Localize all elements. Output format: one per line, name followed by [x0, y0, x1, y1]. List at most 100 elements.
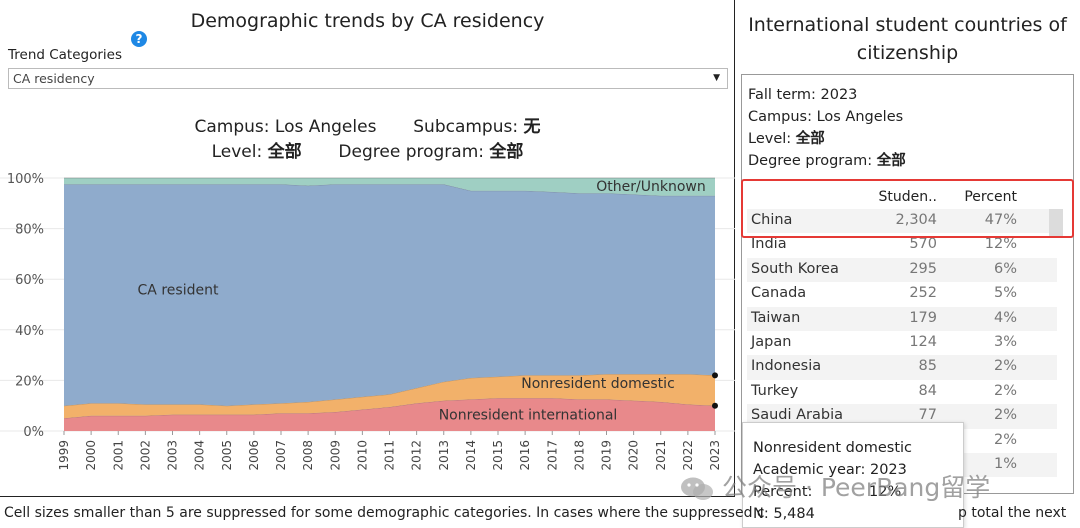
level-label: Level:: [748, 131, 792, 147]
x-tick-label: 2008: [301, 440, 315, 471]
panel-title: Demographic trends by CA residency: [190, 10, 545, 32]
percent-cell: 12%: [984, 236, 1017, 253]
column-header-students[interactable]: Studen..: [878, 189, 937, 205]
column-header-percent[interactable]: Percent: [964, 189, 1017, 205]
table-row[interactable]: 2%: [747, 429, 1057, 453]
help-icon[interactable]: ?: [131, 31, 147, 47]
percent-cell: 6%: [993, 260, 1017, 277]
x-tick-label: 2009: [328, 440, 342, 471]
panel-title: International student countries of citiz…: [748, 14, 1067, 64]
degree-program-label: Degree program:: [748, 153, 873, 169]
table-row[interactable]: India 570 12%: [747, 233, 1057, 257]
china-row-highlight: [741, 179, 1074, 238]
percent-cell: 2%: [993, 431, 1017, 448]
x-tick-label: 2015: [491, 440, 505, 471]
series-label: CA resident: [138, 282, 219, 298]
students-cell: 179: [909, 309, 937, 326]
y-tick-label: 40%: [15, 324, 44, 339]
area-other-unknown[interactable]: [64, 178, 715, 196]
x-tick-label: 2012: [410, 440, 424, 471]
campus-value: Los Angeles: [274, 117, 377, 137]
table-row[interactable]: Canada 252 5%: [747, 282, 1057, 306]
country-cell: Canada: [751, 285, 807, 302]
students-cell: 570: [909, 236, 937, 253]
table-row[interactable]: Indonesia 85 2%: [747, 355, 1057, 380]
y-tick-label: 100%: [7, 172, 44, 187]
students-cell: 295: [909, 260, 937, 277]
campus-label: Campus:: [748, 109, 812, 125]
country-cell: Turkey: [751, 382, 799, 399]
x-tick-label: 2005: [220, 440, 234, 471]
tooltip-year-label: Academic year:: [753, 462, 866, 478]
level-value: 全部: [267, 142, 302, 162]
country-cell: China: [751, 212, 793, 228]
x-tick-label: 2010: [355, 440, 369, 471]
chart-tooltip: Nonresident domestic Academic year: 2023…: [742, 422, 964, 528]
level-value: 全部: [795, 131, 825, 147]
table-row[interactable]: Taiwan 179 4%: [747, 306, 1057, 331]
level-label: Level:: [211, 142, 263, 162]
x-tick-label: 2003: [166, 440, 180, 471]
table-row[interactable]: South Korea 295 6%: [747, 257, 1057, 283]
table-row[interactable]: Turkey 84 2%: [747, 380, 1057, 404]
table-scrollbar[interactable]: [1049, 209, 1063, 237]
table-row[interactable]: China 2,304 47%: [747, 209, 1057, 234]
chart-areas[interactable]: [63, 177, 716, 431]
dropdown-selected-value: CA residency: [13, 71, 95, 86]
stacked-area-chart[interactable]: 0% 20% 40% 60% 80% 100% 1999 2000 2001 2002 2003 2…: [0, 165, 735, 475]
x-tick-label: 2014: [464, 440, 478, 471]
y-tick-label: 0%: [23, 425, 44, 440]
dropdown-arrow-icon[interactable]: ▼: [713, 73, 720, 83]
data-point-marker: [712, 402, 718, 409]
fall-term-value: 2023: [820, 87, 858, 103]
area-nonresident-domestic[interactable]: [64, 374, 715, 419]
fall-term-label: Fall term:: [748, 87, 816, 103]
series-labels: Nonresident international Nonresident dom…: [138, 179, 706, 423]
percent-cell: 2%: [993, 358, 1017, 375]
tooltip-percent-value: 12%: [869, 484, 902, 500]
country-cell: Japan: [751, 333, 792, 350]
x-tick-label: 2000: [84, 440, 98, 471]
table-row[interactable]: Japan 124 3%: [747, 331, 1057, 355]
students-cell: 84: [918, 382, 937, 399]
percent-cell: 3%: [993, 333, 1017, 350]
demographic-trends-panel: Demographic trends by CA residency ? Tre…: [0, 0, 735, 497]
percent-cell: 2%: [993, 407, 1017, 424]
trend-categories-label: Trend Categories: [8, 47, 123, 63]
x-tick-label: 2007: [274, 440, 288, 471]
students-cell: 252: [909, 285, 937, 302]
students-cell: 77: [918, 407, 937, 424]
data-point-marker: [712, 372, 718, 379]
wechat-logo-icon: [681, 477, 713, 500]
country-cell: Taiwan: [751, 309, 801, 326]
table-header: Studen.. Percent: [747, 183, 1057, 209]
degree-program-value: 全部: [489, 142, 524, 162]
y-tick-label: 60%: [15, 273, 44, 288]
x-tick-label: 2002: [138, 440, 152, 471]
tooltip-n-label: N:: [753, 506, 769, 522]
x-tick-label: 1999: [57, 440, 71, 471]
area-ca-resident[interactable]: [64, 184, 715, 406]
percent-cell: 4%: [993, 309, 1017, 326]
campus-value: Los Angeles: [816, 109, 904, 125]
area-nonresident-international[interactable]: [64, 398, 715, 431]
subcampus-label: Subcampus:: [413, 117, 519, 137]
footnote: Cell sizes smaller than 5 are suppressed…: [4, 505, 765, 521]
x-tick-label: 2022: [681, 440, 695, 471]
trend-categories-dropdown[interactable]: CA residency ▼: [8, 68, 728, 89]
tooltip-n-value: 5,484: [773, 506, 815, 522]
percent-cell: 2%: [993, 382, 1017, 399]
x-tick-label: 2019: [600, 440, 614, 471]
percent-cell: 47%: [984, 212, 1017, 228]
x-tick-label: 2021: [654, 440, 668, 471]
country-cell: India: [751, 236, 787, 253]
degree-program-value: 全部: [876, 153, 906, 169]
students-cell: 124: [909, 333, 937, 350]
y-axis: 0% 20% 40% 60% 80% 100%: [7, 172, 44, 440]
filter-summary: Campus: Los Angeles Subcampus: 无 Level: …: [0, 115, 735, 165]
watermark-text: 公众号 · PeerBang留学: [722, 473, 991, 502]
country-cell: Indonesia: [751, 358, 822, 375]
series-label: Other/Unknown: [596, 179, 705, 195]
percent-cell: 5%: [993, 285, 1017, 302]
series-label: Nonresident domestic: [521, 376, 675, 392]
